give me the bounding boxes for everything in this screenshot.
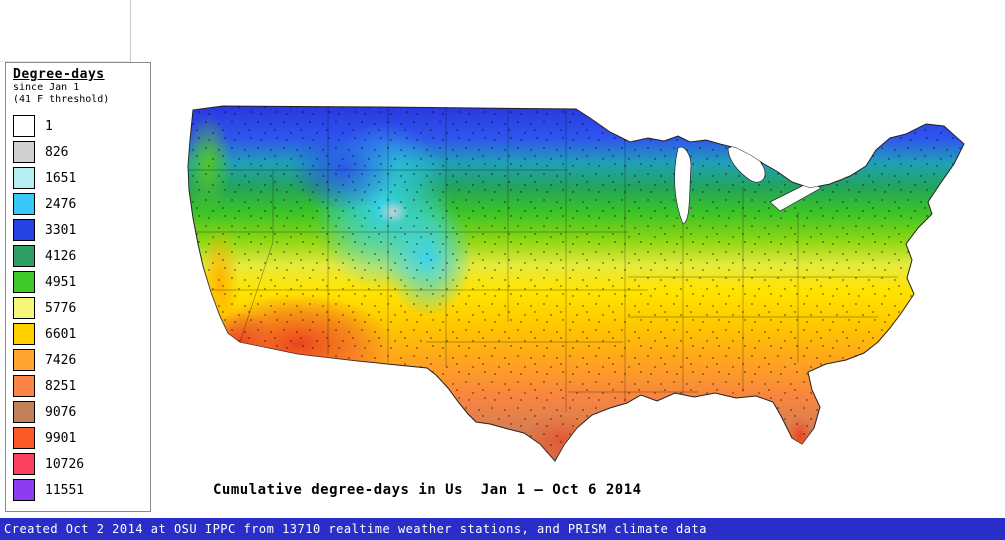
legend-row: 1651: [13, 165, 150, 191]
legend-row: 4126: [13, 243, 150, 269]
legend-swatch: [13, 375, 35, 397]
legend-value: 10726: [45, 456, 85, 472]
legend-row: 6601: [13, 321, 150, 347]
legend-swatch: [13, 167, 35, 189]
legend-value: 3301: [45, 222, 77, 238]
legend-row: 4951: [13, 269, 150, 295]
legend-swatch: [13, 245, 35, 267]
legend-value: 4951: [45, 274, 77, 290]
legend-row: 11551: [13, 477, 150, 503]
legend-row: 9901: [13, 425, 150, 451]
legend-panel: Degree-days since Jan 1 (41 F threshold)…: [5, 62, 151, 512]
legend-row: 9076: [13, 399, 150, 425]
legend-subtitle-since: since Jan 1: [13, 82, 80, 93]
legend-swatch: [13, 297, 35, 319]
legend-swatch: [13, 479, 35, 501]
map-area: [178, 92, 1003, 488]
legend-subtitle-threshold: (41 F threshold): [13, 94, 110, 105]
legend-value: 9901: [45, 430, 77, 446]
station-dots: [188, 106, 964, 461]
legend-title: Degree-days: [13, 67, 105, 82]
legend-rows: 1 826 1651 2476 3301 4126: [13, 113, 150, 503]
legend-row: 10726: [13, 451, 150, 477]
legend-swatch: [13, 141, 35, 163]
legend-row: 8251: [13, 373, 150, 399]
climate-shading: [188, 106, 964, 461]
legend-value: 2476: [45, 196, 77, 212]
legend-swatch: [13, 453, 35, 475]
legend-value: 5776: [45, 300, 77, 316]
legend-value: 6601: [45, 326, 77, 342]
legend-swatch: [13, 427, 35, 449]
legend-swatch: [13, 323, 35, 345]
legend-row: 826: [13, 139, 150, 165]
legend-row: 2476: [13, 191, 150, 217]
legend-swatch: [13, 219, 35, 241]
legend-value: 11551: [45, 482, 85, 498]
legend-value: 4126: [45, 248, 77, 264]
legend-swatch: [13, 271, 35, 293]
us-degree-days-map: [187, 105, 965, 462]
top-left-panel: [0, 0, 131, 62]
legend-value: 1651: [45, 170, 77, 186]
legend-row: 5776: [13, 295, 150, 321]
legend-value: 826: [45, 144, 69, 160]
legend-value: 8251: [45, 378, 77, 394]
legend-swatch: [13, 401, 35, 423]
legend-row: 1: [13, 113, 150, 139]
legend-swatch: [13, 115, 35, 137]
legend-value: 1: [45, 118, 53, 134]
legend-row: 7426: [13, 347, 150, 373]
legend-value: 7426: [45, 352, 77, 368]
legend-swatch: [13, 193, 35, 215]
legend-row: 3301: [13, 217, 150, 243]
map-caption: Cumulative degree-days in Us Jan 1 — Oct…: [213, 482, 642, 498]
legend-swatch: [13, 349, 35, 371]
legend-value: 9076: [45, 404, 77, 420]
status-bar: Created Oct 2 2014 at OSU IPPC from 1371…: [0, 518, 1005, 540]
